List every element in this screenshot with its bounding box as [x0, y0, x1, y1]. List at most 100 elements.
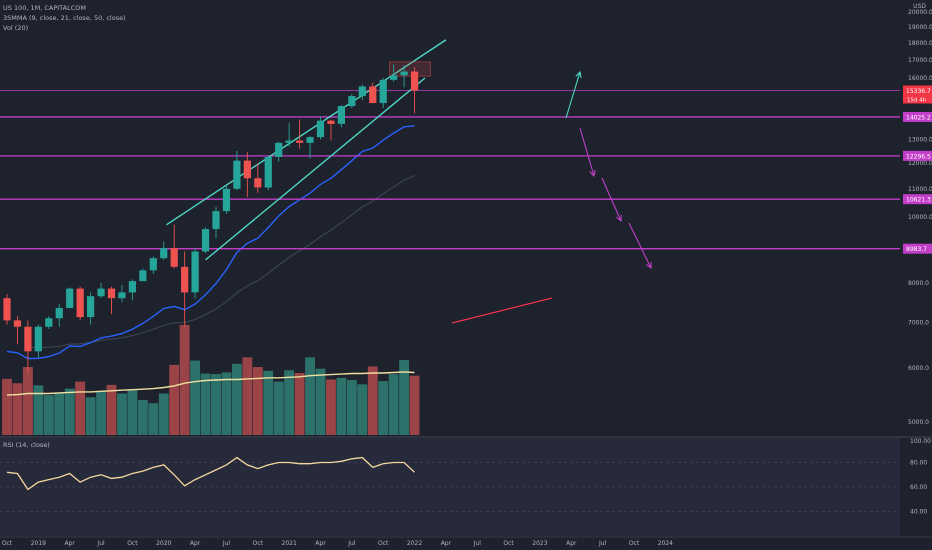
y-tick-label: 7000.0	[908, 319, 929, 326]
candle-body	[369, 86, 377, 104]
rsi-tick-label: 60.00	[910, 484, 927, 491]
y-tick-label: 11000.0	[908, 186, 932, 193]
rsi-tick-label: 80.00	[910, 460, 927, 467]
volume-bar	[409, 375, 420, 435]
ma-fast-line	[6, 125, 415, 360]
x-tick-label: Apr	[566, 540, 577, 547]
volume-bar	[284, 370, 295, 435]
candle-body	[358, 86, 366, 97]
forecast-arrow-3-head	[645, 261, 652, 270]
forecast-arrow-3	[628, 222, 652, 269]
currency-label: USD	[913, 3, 926, 10]
volume-bar	[148, 403, 159, 435]
volume-bar	[263, 370, 274, 435]
x-tick-label: Jul	[96, 540, 105, 547]
volume-bar	[367, 366, 378, 435]
x-tick-label: 2023	[532, 540, 547, 547]
hold-zone-box	[389, 61, 431, 77]
y-tick-label: 13000.0	[908, 136, 932, 143]
volume-bar	[326, 379, 336, 435]
candle-body	[337, 106, 345, 124]
volume-bar	[2, 378, 12, 435]
candle-body	[76, 288, 84, 318]
candle-body	[128, 281, 136, 293]
candle-body	[348, 96, 356, 107]
y-tick-label: 12000.0	[908, 160, 932, 167]
x-tick-label: Oct	[2, 540, 13, 547]
volume-indicator-label[interactable]: Vol (20)	[3, 24, 29, 32]
channel-lower-line	[205, 77, 426, 261]
x-tick-label: 2021	[282, 540, 297, 547]
x-tick-label: Apr	[190, 540, 201, 547]
volume-bar	[252, 367, 263, 435]
x-tick-label: 2024	[658, 540, 673, 547]
countdown-tag	[903, 94, 932, 104]
y-tick-label: 5000.0	[908, 419, 929, 426]
candle-body	[222, 188, 231, 212]
volume-bar	[64, 388, 75, 435]
volume-bar	[378, 381, 389, 435]
rsi-tick-label: 40.00	[910, 509, 927, 516]
candle-body	[3, 298, 11, 321]
x-tick-label: Oct	[629, 540, 640, 547]
x-tick-label: 2020	[156, 540, 171, 547]
candle-body	[13, 320, 22, 327]
forecast-arrow-1	[579, 127, 595, 177]
x-tick-label: 2022	[407, 540, 422, 547]
support-level-tag	[903, 85, 932, 96]
candle-body	[306, 137, 314, 143]
volume-bar	[12, 383, 23, 435]
y-tick-label: 17000.0	[908, 57, 932, 64]
candle-body	[107, 288, 116, 299]
support-level-label: 15336.7	[906, 88, 931, 95]
rsi-tick-label: 100.00	[910, 438, 931, 445]
x-tick-label: 2019	[31, 540, 46, 547]
rsi-indicator-label[interactable]: RSI (14, close)	[3, 441, 50, 449]
volume-bar	[294, 372, 305, 435]
countdown-label: 15d 4h	[907, 98, 927, 104]
volume-bar	[54, 392, 65, 435]
red-trend-line	[451, 297, 553, 324]
candle-body	[233, 160, 241, 189]
volume-bar	[85, 397, 96, 435]
candle-body	[390, 75, 398, 80]
x-tick-label: Jul	[222, 540, 231, 547]
support-level-tag	[903, 150, 932, 161]
candle-body	[170, 248, 178, 267]
volume-bar	[273, 381, 284, 435]
x-tick-label: Oct	[378, 540, 389, 547]
candle-body	[243, 160, 251, 179]
y-tick-label: 10000.0	[908, 214, 932, 221]
candle-body	[24, 326, 32, 352]
candle-body	[316, 120, 325, 138]
x-tick-label: Oct	[253, 540, 264, 547]
support-level-label: 8983.7	[906, 246, 927, 253]
candle-body	[296, 140, 304, 143]
x-tick-label: Oct	[503, 540, 514, 547]
volume-bar	[305, 357, 315, 435]
candle-body	[285, 140, 293, 143]
candle-body	[97, 288, 105, 297]
volume-bar	[137, 399, 148, 435]
candle-body	[160, 248, 168, 259]
volume-bar	[231, 363, 242, 435]
channel-upper-line	[166, 39, 447, 226]
volume-bar	[221, 372, 232, 435]
ma-indicator-label[interactable]: 3SMMA (9, close, 21, close, 50, close)	[3, 14, 126, 22]
volume-bar	[336, 377, 347, 435]
y-tick-label: 18000.0	[908, 40, 932, 47]
volume-bar	[117, 393, 127, 435]
breakout-arrow	[565, 71, 581, 119]
symbol-label[interactable]: US 100, 1M, CAPITALCOM	[3, 4, 86, 12]
candle-body	[45, 318, 53, 327]
x-tick-label: Jul	[347, 540, 356, 547]
candle-body	[87, 296, 95, 318]
support-level-label: 14025.2	[906, 114, 931, 121]
volume-bar	[75, 381, 86, 435]
x-tick-label: Jul	[598, 540, 607, 547]
volume-bar	[106, 384, 117, 435]
x-tick-label: Jul	[473, 540, 482, 547]
y-tick-label: 8000.0	[908, 280, 929, 287]
x-tick-label: Apr	[65, 540, 76, 547]
